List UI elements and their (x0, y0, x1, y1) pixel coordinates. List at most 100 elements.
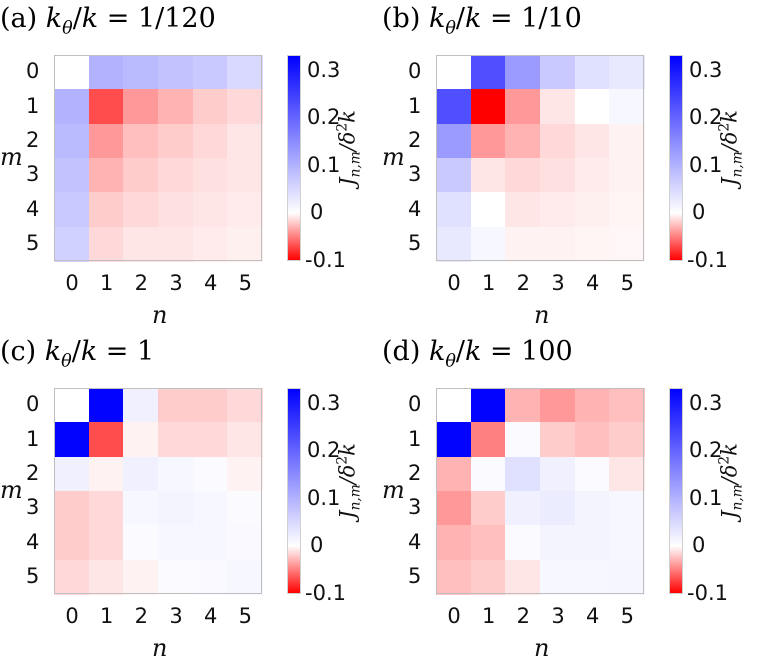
y-tick-label: 3 (408, 162, 422, 187)
colorbar-tick-label: 0.3 (307, 57, 341, 82)
x-tick-label: 0 (65, 271, 79, 295)
cell-m3-n0 (436, 491, 472, 526)
cell-m1-n1 (470, 422, 506, 458)
cell-m0-n0 (54, 55, 90, 90)
y-tick-label: 1 (26, 426, 40, 451)
x-tick-label: 3 (169, 604, 183, 628)
cell-m4-n5 (609, 192, 645, 228)
cell-m1-n0 (436, 422, 472, 458)
x-tick-label: 4 (204, 604, 218, 628)
cell-m1-n2 (505, 89, 541, 125)
cell-m0-n3 (158, 388, 194, 423)
y-tick-label: 2 (26, 127, 40, 152)
colorbar-tick-label: -0.1 (305, 248, 346, 272)
cell-m4-n1 (470, 525, 506, 561)
title-ratio: 100 (521, 336, 573, 367)
cell-m2-n0 (436, 123, 472, 159)
cell-m5-n5 (227, 226, 263, 262)
cell-m1-n2 (505, 422, 541, 458)
x-tick-label: 2 (516, 604, 531, 628)
cell-m5-n2 (505, 559, 541, 595)
panel-title: (b) kθ/k = 1/10 (382, 3, 582, 39)
cell-m0-n5 (227, 388, 263, 423)
colorbar-label: Jn,m/δ2k (716, 443, 746, 519)
cell-m4-n4 (192, 192, 228, 228)
x-axis-label: n (534, 634, 550, 662)
y-tick-label: 1 (26, 93, 40, 118)
x-tick-label: 3 (169, 271, 183, 295)
cell-m2-n3 (158, 123, 194, 159)
x-tick-label: 5 (620, 604, 635, 628)
y-tick-label: 3 (26, 162, 40, 187)
x-axis-label: n (152, 634, 168, 662)
cell-m1-n5 (227, 89, 263, 125)
cell-m2-n5 (227, 123, 263, 159)
panel-c: (c) kθ/k = 1 0 1 2 3 4 5 0 1 2 3 4 5 m n 0.3 0.2 0.1 0 -0.1… (0, 333, 382, 665)
cell-m0-n5 (609, 388, 645, 423)
x-tick-label: 1 (100, 604, 114, 628)
x-tick-label: 2 (134, 604, 149, 628)
y-axis-label: m (0, 476, 23, 504)
cell-m2-n1 (88, 456, 124, 492)
y-tick-label: 5 (26, 563, 40, 588)
cell-m1-n0 (436, 89, 472, 125)
cell-m1-n3 (540, 422, 576, 458)
cell-m3-n4 (574, 491, 610, 526)
cell-m1-n4 (192, 422, 228, 458)
heatmap (436, 55, 645, 262)
x-tick-label: 1 (482, 604, 496, 628)
cell-m3-n2 (123, 491, 159, 526)
cell-m5-n0 (436, 559, 472, 595)
cell-m4-n4 (192, 525, 228, 561)
cell-m1-n1 (88, 422, 124, 458)
colorbar (669, 55, 683, 261)
cell-m4-n5 (609, 525, 645, 561)
colorbar-tick-label: 0 (310, 200, 324, 225)
cell-m4-n3 (540, 192, 576, 228)
x-axis-label: n (152, 301, 168, 329)
y-tick-label: 4 (408, 529, 422, 554)
title-prefix: (c) (0, 336, 45, 367)
cell-m0-n4 (192, 55, 228, 90)
cell-m3-n5 (227, 158, 263, 193)
cell-m3-n4 (192, 491, 228, 526)
cell-m0-n0 (436, 55, 472, 90)
cell-m3-n5 (227, 491, 263, 526)
cell-m5-n3 (540, 559, 576, 595)
cell-m0-n0 (436, 388, 472, 423)
colorbar (669, 388, 683, 594)
cell-m2-n2 (123, 123, 159, 159)
cell-m4-n2 (123, 192, 159, 228)
x-tick-label: 3 (551, 271, 565, 295)
cell-m5-n3 (540, 226, 576, 262)
colorbar-tick-label: 0 (692, 533, 706, 558)
y-axis-label: m (382, 476, 405, 504)
colorbar-tick-label: 0.3 (307, 390, 341, 415)
cell-m0-n5 (227, 55, 263, 90)
cell-m2-n5 (609, 123, 645, 159)
colorbar-tick-label: 0 (692, 200, 706, 225)
cell-m0-n3 (158, 55, 194, 90)
colorbar-tick-label: -0.1 (687, 581, 728, 605)
title-prefix: (d) (382, 336, 429, 367)
cell-m3-n2 (505, 491, 541, 526)
cell-m1-n1 (88, 89, 124, 125)
cell-m5-n0 (436, 226, 472, 262)
colorbar-tick-label: 0.3 (689, 390, 723, 415)
cell-m5-n2 (123, 559, 159, 595)
cell-m1-n0 (54, 89, 90, 125)
cell-m0-n5 (609, 55, 645, 90)
cell-m1-n4 (574, 422, 610, 458)
cell-m1-n2 (123, 422, 159, 458)
panel-title: (d) kθ/k = 100 (382, 336, 573, 372)
y-tick-label: 4 (408, 196, 422, 221)
cell-m5-n2 (123, 226, 159, 262)
x-tick-label: 4 (586, 604, 600, 628)
y-tick-label: 0 (408, 59, 422, 84)
cell-m5-n3 (158, 226, 194, 262)
cell-m3-n2 (123, 158, 159, 193)
cell-m0-n2 (123, 388, 159, 423)
y-axis-label: m (0, 143, 23, 171)
panel-title: (c) kθ/k = 1 (0, 336, 155, 372)
cell-m0-n2 (505, 388, 541, 423)
